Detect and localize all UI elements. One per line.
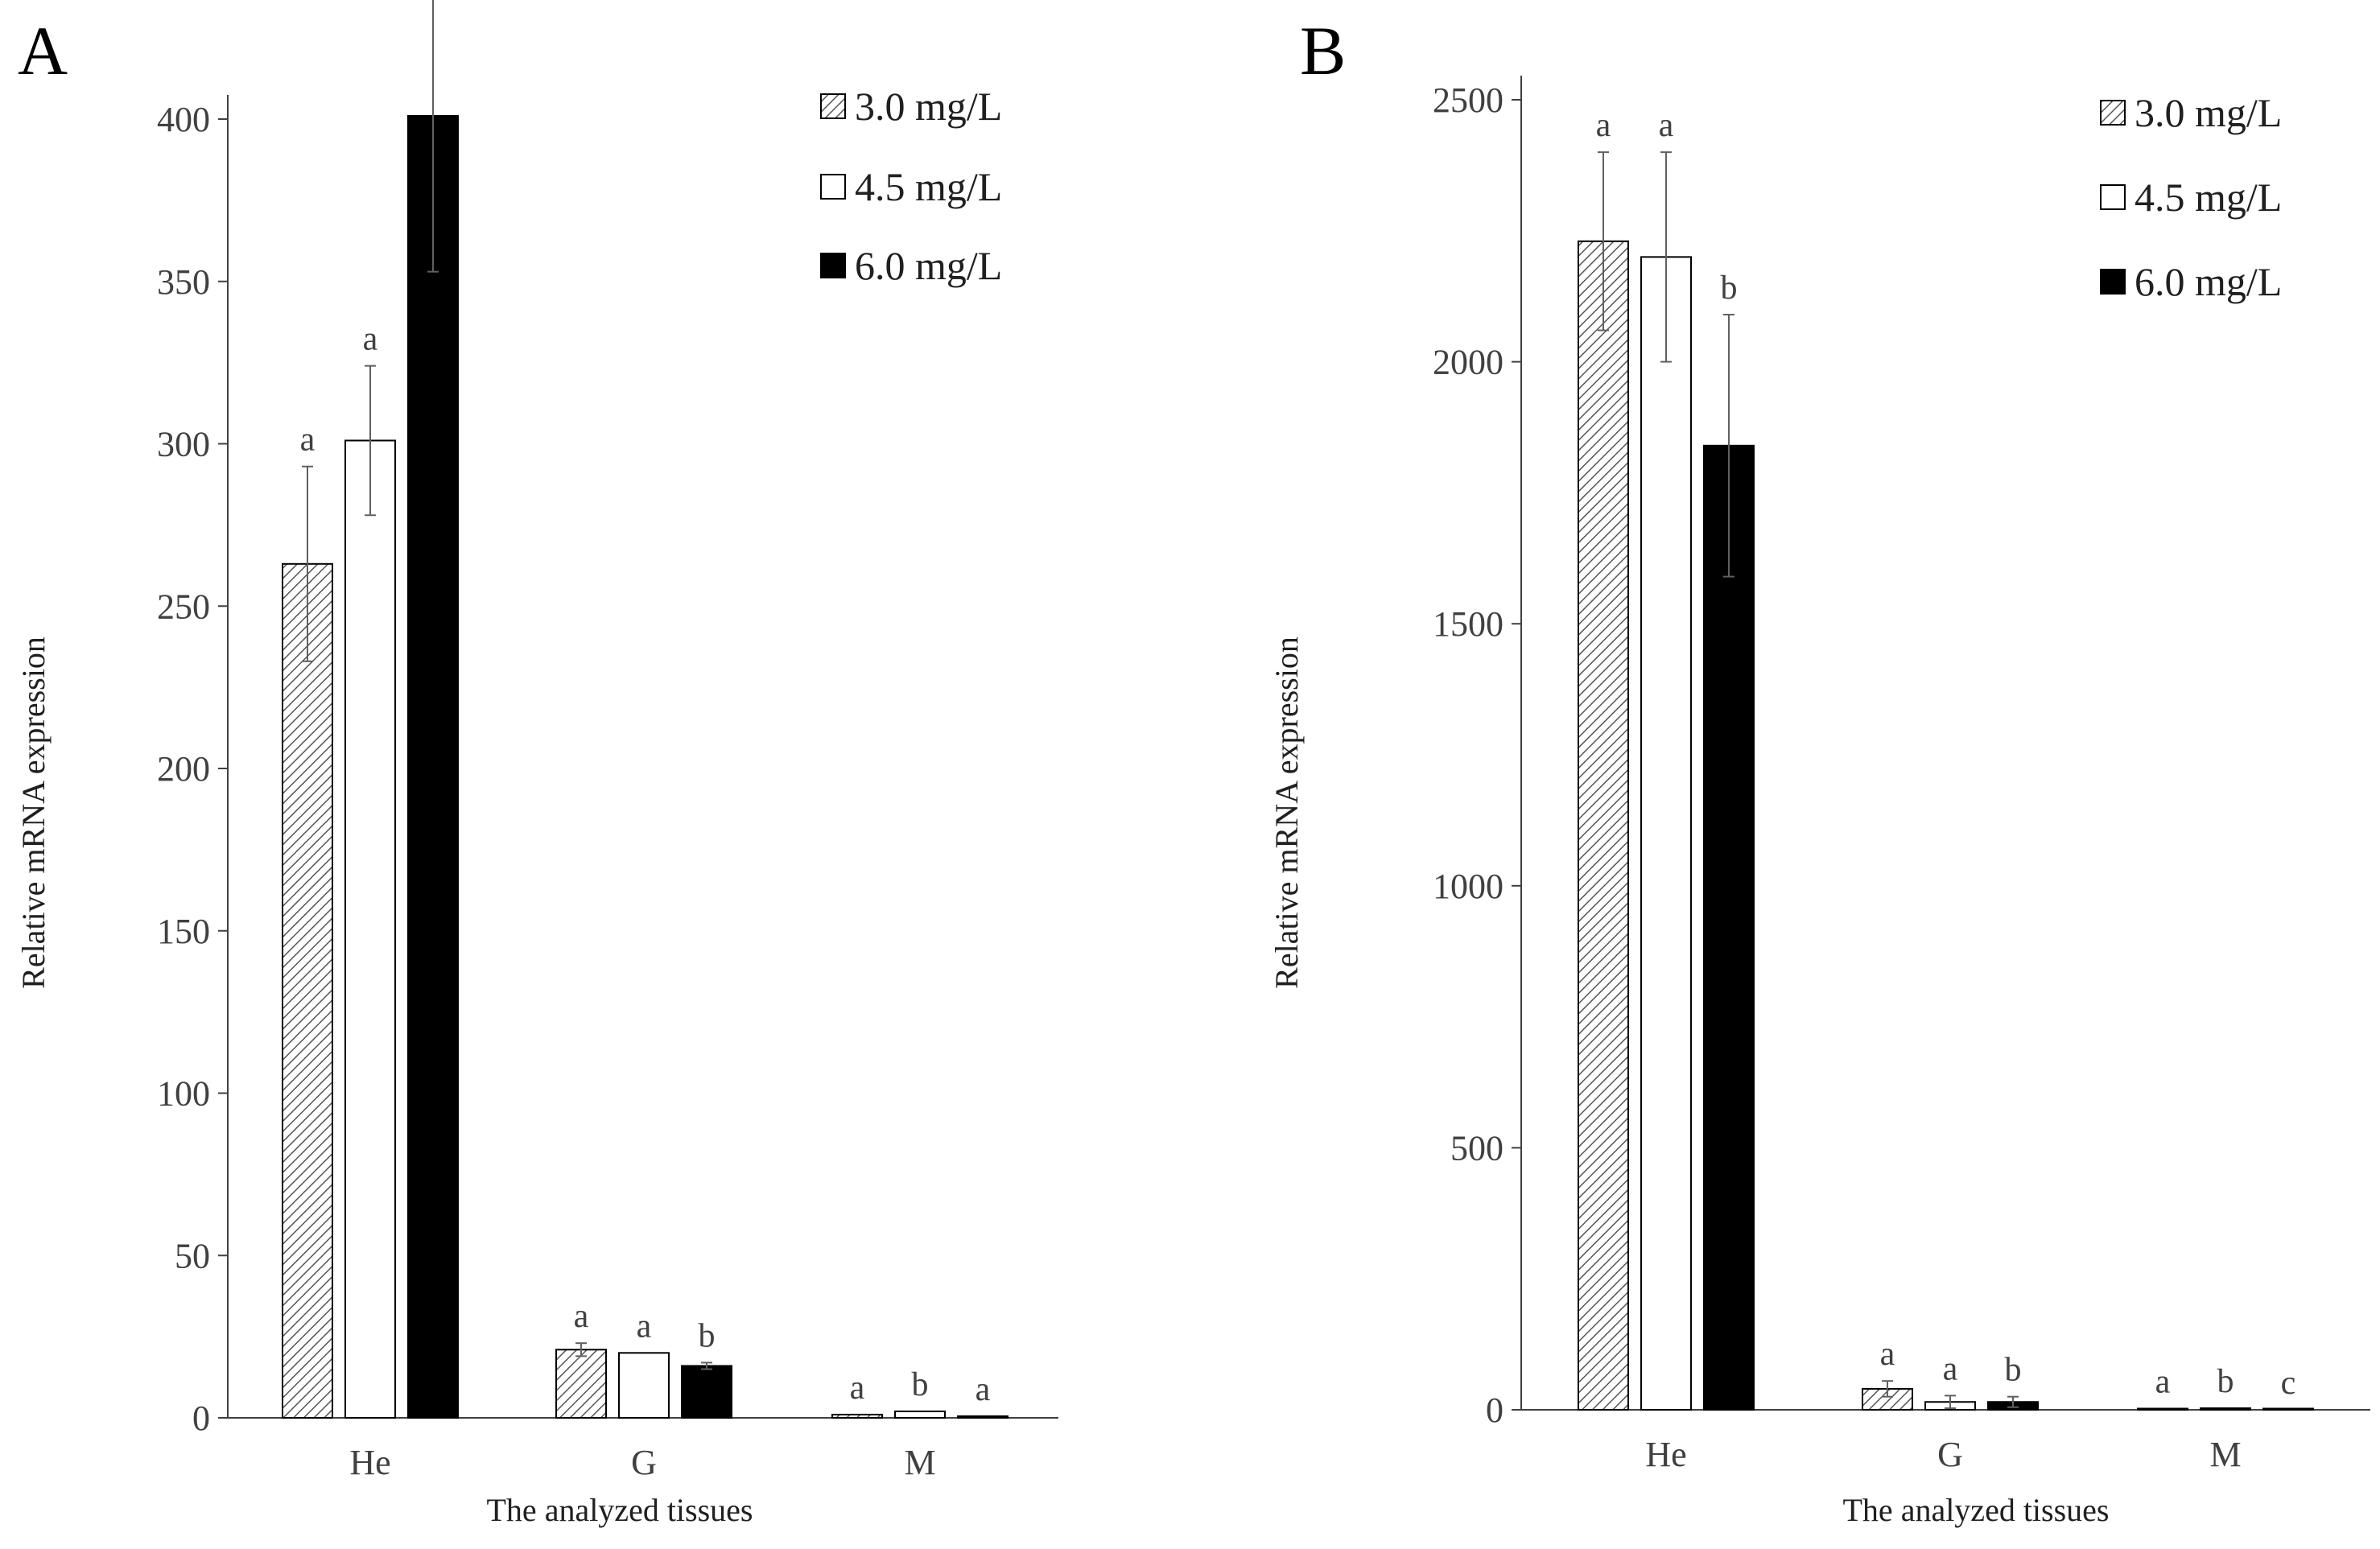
legend-label: 4.5 mg/L bbox=[855, 164, 1002, 209]
y-axis-title-a: Relative mRNA expression bbox=[15, 636, 52, 989]
bar bbox=[894, 1410, 946, 1419]
significance-letter: c bbox=[2281, 1365, 2296, 1402]
legend-swatch bbox=[820, 253, 846, 278]
significance-letter: a bbox=[1596, 107, 1611, 144]
significance-letter: a bbox=[300, 422, 316, 459]
legend-label: 3.0 mg/L bbox=[855, 84, 1002, 129]
bar bbox=[957, 1415, 1009, 1419]
legend-swatch bbox=[2100, 269, 2126, 295]
legend-b: 3.0 mg/L 4.5 mg/L 6.0 mg/L bbox=[2100, 90, 2282, 304]
y-tick-label: 150 bbox=[157, 912, 210, 951]
legend-label: 6.0 mg/L bbox=[855, 243, 1002, 288]
significance-letter: a bbox=[1943, 1350, 1958, 1387]
x-category-label: G bbox=[1937, 1435, 1963, 1474]
bar bbox=[1640, 256, 1692, 1411]
y-tick-label: 500 bbox=[1450, 1128, 1503, 1168]
x-category-label: He bbox=[349, 1443, 390, 1482]
y-tick-label: 50 bbox=[175, 1236, 210, 1275]
bar bbox=[344, 439, 396, 1419]
significance-letter: a bbox=[637, 1308, 652, 1345]
chart-panel-b: B Relative mRNA expression The analyzed … bbox=[1268, 12, 2370, 1528]
significance-letter: b bbox=[1721, 270, 1738, 307]
y-tick-label: 0 bbox=[1486, 1390, 1503, 1430]
y-axis-title-b: Relative mRNA expression bbox=[1268, 636, 1305, 989]
panel-label-b: B bbox=[1300, 12, 1346, 89]
bar bbox=[282, 562, 333, 1419]
y-tick-label: 300 bbox=[157, 425, 210, 464]
y-tick-label: 200 bbox=[157, 749, 210, 789]
bar bbox=[555, 1349, 607, 1419]
bar bbox=[831, 1413, 883, 1419]
significance-letter: b bbox=[2005, 1352, 2022, 1389]
y-tick-label: 1500 bbox=[1433, 604, 1503, 644]
legend-label: 4.5 mg/L bbox=[2135, 175, 2282, 220]
bar bbox=[2137, 1407, 2188, 1411]
significance-letter: a bbox=[2155, 1364, 2171, 1401]
bar bbox=[681, 1365, 732, 1419]
legend-swatch bbox=[820, 174, 846, 200]
bar bbox=[1578, 240, 1629, 1411]
x-category-label: M bbox=[2209, 1435, 2241, 1474]
significance-letter: a bbox=[976, 1371, 991, 1408]
y-tick-label: 400 bbox=[157, 100, 210, 139]
significance-letter: b bbox=[2217, 1363, 2234, 1400]
chart-panel-a: A Relative mRNA expression The analyzed … bbox=[15, 0, 1058, 1528]
y-tick-label: 0 bbox=[192, 1399, 210, 1438]
y-tick-label: 1000 bbox=[1433, 867, 1503, 906]
legend-label: 3.0 mg/L bbox=[2135, 90, 2282, 135]
plot-area-a: 050100150200250300350400HeGMaaaaabbba bbox=[157, 0, 1058, 1482]
x-axis-title-b: The analyzed tissues bbox=[1843, 1492, 2110, 1528]
legend-swatch bbox=[820, 93, 846, 119]
plot-area-b: 0 500 1000 1500 2000 2500 He G Ma a a a a b b b c bbox=[1433, 76, 2370, 1474]
legend-label: 6.0 mg/L bbox=[2135, 259, 2282, 304]
bar bbox=[2200, 1407, 2251, 1411]
significance-letter: a bbox=[1659, 107, 1674, 144]
bar bbox=[618, 1352, 670, 1419]
x-category-label: G bbox=[631, 1443, 657, 1482]
y-tick-label: 350 bbox=[157, 262, 210, 302]
panel-label-a: A bbox=[18, 12, 68, 89]
x-category-label: M bbox=[904, 1443, 935, 1482]
significance-letter: a bbox=[363, 321, 378, 358]
legend-swatch bbox=[2100, 184, 2126, 210]
y-tick-label: 100 bbox=[157, 1074, 210, 1114]
significance-letter: b bbox=[699, 1317, 716, 1354]
bar bbox=[2262, 1407, 2314, 1411]
significance-letter: a bbox=[1880, 1336, 1895, 1373]
significance-letter: a bbox=[850, 1370, 865, 1407]
x-category-label: He bbox=[1645, 1435, 1686, 1474]
x-axis-title-a: The analyzed tissues bbox=[487, 1492, 753, 1528]
bar bbox=[407, 114, 459, 1419]
bar bbox=[1703, 444, 1755, 1411]
y-tick-label: 2500 bbox=[1433, 80, 1503, 120]
legend-swatch bbox=[2100, 100, 2126, 126]
significance-letter: b bbox=[912, 1366, 929, 1403]
legend-a: 3.0 mg/L 4.5 mg/L 6.0 mg/L bbox=[820, 84, 1002, 288]
y-tick-label: 2000 bbox=[1433, 343, 1503, 382]
significance-letter: a bbox=[574, 1298, 589, 1335]
y-tick-label: 250 bbox=[157, 587, 210, 626]
